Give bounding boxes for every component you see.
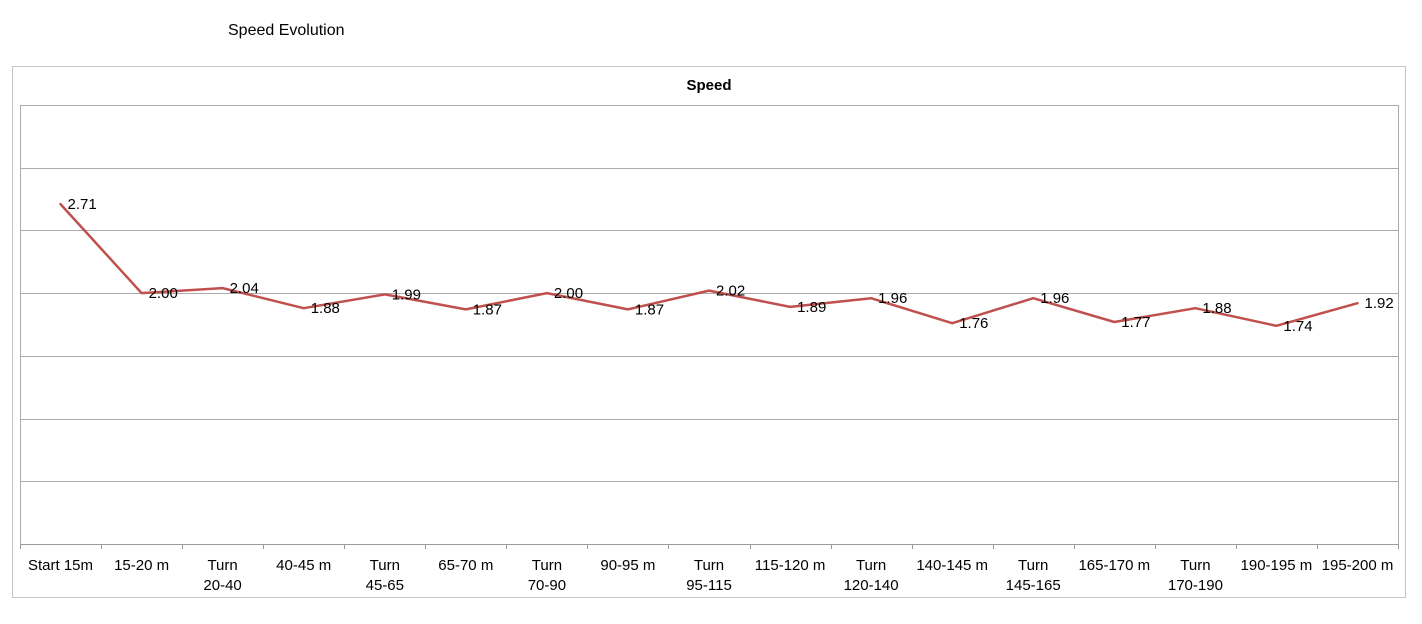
x-axis-label: Turn 170-190 bbox=[1168, 557, 1223, 594]
x-axis-label: Turn 95-115 bbox=[686, 557, 732, 594]
x-axis-label: Turn 20-40 bbox=[203, 557, 241, 594]
x-axis-label: Turn 120-140 bbox=[844, 557, 899, 594]
x-axis-label: 190-195 m bbox=[1241, 557, 1313, 574]
x-axis-label: Turn 70-90 bbox=[528, 557, 566, 594]
data-label: 1.96 bbox=[1040, 290, 1069, 307]
page-title: Speed Evolution bbox=[228, 22, 345, 39]
speed-series-line bbox=[59, 202, 1359, 328]
x-axis-label: Turn 45-65 bbox=[366, 557, 404, 594]
data-label: 1.88 bbox=[311, 300, 340, 317]
chart-title: Speed bbox=[686, 77, 732, 94]
x-axis-label: 15-20 m bbox=[114, 557, 169, 574]
x-axis-label: 115-120 m bbox=[755, 557, 826, 574]
x-axis-label: 140-145 m bbox=[916, 557, 988, 574]
data-label: 1.96 bbox=[878, 290, 907, 307]
data-label: 2.71 bbox=[68, 196, 97, 213]
data-label: 2.00 bbox=[554, 285, 583, 302]
x-axis-label: 40-45 m bbox=[276, 557, 331, 574]
x-axis-label: 165-170 m bbox=[1078, 557, 1150, 574]
data-label: 1.87 bbox=[635, 301, 664, 318]
x-axis-label: 90-95 m bbox=[600, 557, 655, 574]
chart-box: Speed 2.71 2.00 2.04 1.88 1.99 1.87 2.00 1.87 2.… bbox=[12, 66, 1406, 598]
x-axis-label: Turn 145-165 bbox=[1006, 557, 1061, 594]
data-label: 1.88 bbox=[1202, 300, 1231, 317]
data-label: 1.87 bbox=[473, 301, 502, 318]
speed-line-chart: 2.71 2.00 2.04 1.88 1.99 1.87 2.00 1.87 2.02 1.89… bbox=[20, 105, 1399, 594]
data-label: 1.76 bbox=[959, 315, 988, 332]
data-label: 1.92 bbox=[1365, 295, 1394, 312]
data-label: 1.74 bbox=[1283, 318, 1312, 335]
x-axis-label: 195-200 m bbox=[1322, 557, 1394, 574]
x-axis-label: 65-70 m bbox=[438, 557, 493, 574]
data-label: 1.89 bbox=[797, 299, 826, 316]
data-label: 1.77 bbox=[1121, 314, 1150, 331]
x-axis-label: Start 15m bbox=[28, 557, 93, 574]
data-label: 1.99 bbox=[392, 286, 421, 303]
data-label: 2.04 bbox=[230, 280, 259, 297]
data-label: 2.02 bbox=[716, 283, 745, 300]
data-label: 2.00 bbox=[149, 285, 178, 302]
